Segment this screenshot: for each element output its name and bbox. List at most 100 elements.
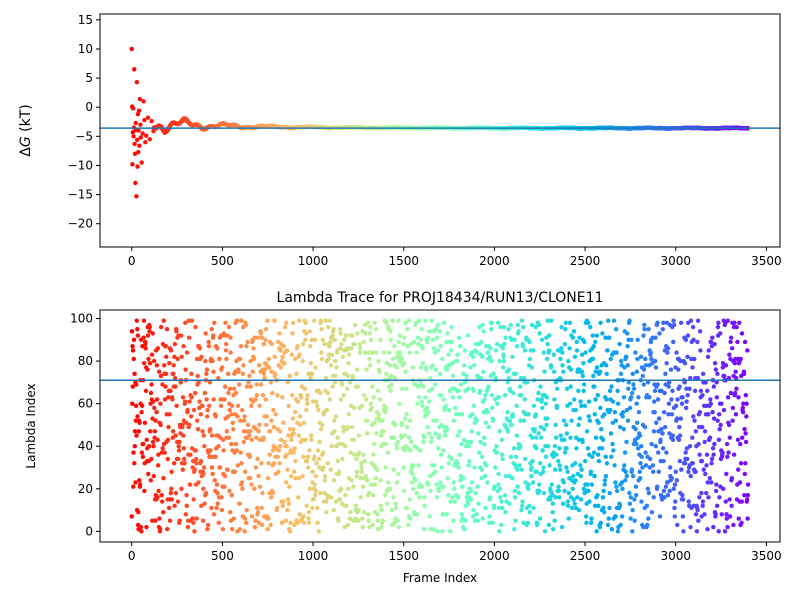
lambda-point: [711, 452, 716, 457]
lambda-point: [660, 446, 666, 451]
lambda-point: [311, 497, 316, 502]
lambda-point: [497, 429, 503, 434]
lambda-point: [297, 352, 302, 357]
lambda-point: [241, 429, 247, 434]
lambda-point: [622, 463, 627, 468]
lambda-point: [720, 365, 725, 370]
lambda-point: [197, 346, 202, 351]
lambda-point: [329, 352, 335, 357]
lambda-point: [235, 463, 241, 468]
lambda-point: [445, 426, 450, 432]
lambda-point: [446, 352, 451, 357]
lambda-point: [257, 422, 262, 428]
lambda-point: [193, 324, 198, 330]
lambda-point: [593, 339, 598, 345]
lambda-point: [688, 473, 693, 479]
lambda-point: [608, 431, 614, 436]
lambda-point: [723, 363, 729, 368]
lambda-point: [705, 388, 710, 394]
lambda-point: [600, 331, 605, 336]
lambda-point: [635, 337, 640, 342]
lambda-point: [559, 324, 564, 330]
lambda-point: [184, 350, 190, 355]
lambda-point: [567, 320, 573, 325]
delta-g-x-ticks: 0 500 1000 1500 2000 2500 3000 3500: [128, 247, 782, 268]
lambda-point: [745, 348, 750, 353]
lambda-point: [448, 529, 453, 534]
lambda-point: [208, 448, 213, 453]
lambda-point: [278, 444, 283, 449]
lambda-point: [407, 497, 412, 502]
lambda-point: [545, 416, 550, 421]
lambda-point: [621, 426, 626, 432]
lambda-point: [191, 520, 196, 526]
lambda-point: [222, 473, 228, 479]
lambda-point: [307, 448, 312, 453]
lambda-point: [675, 397, 680, 402]
lambda-point: [478, 375, 484, 381]
lambda-point: [231, 426, 236, 432]
lambda-point: [631, 386, 637, 391]
lambda-point: [519, 507, 524, 513]
lambda-point: [510, 414, 516, 419]
lambda-point: [492, 484, 497, 489]
lambda-point: [693, 512, 699, 517]
lambda-point: [383, 409, 388, 415]
lambda-point: [203, 358, 208, 364]
lambda-point: [581, 388, 586, 394]
lambda-point: [541, 490, 547, 496]
lambda-point: [680, 514, 686, 519]
lambda-point: [696, 441, 701, 447]
lambda-point: [360, 329, 365, 334]
x-tick-label: 500: [211, 254, 234, 268]
lambda-point: [211, 397, 216, 402]
lambda-point: [734, 386, 739, 391]
lambda-point: [146, 356, 151, 362]
lambda-point: [428, 488, 433, 494]
lambda-point: [350, 375, 356, 381]
lambda-point: [475, 518, 480, 523]
lambda-point: [301, 454, 306, 460]
lambda-point: [682, 461, 688, 466]
lambda-point: [667, 488, 672, 494]
lambda-point: [135, 326, 140, 332]
lambda-point: [663, 371, 668, 377]
lambda-point: [634, 369, 640, 374]
lambda-point: [495, 401, 500, 406]
lambda-point: [481, 369, 486, 374]
lambda-point: [655, 484, 660, 489]
lambda-point: [210, 433, 215, 438]
lambda-point: [229, 403, 235, 408]
lambda-point: [530, 435, 535, 440]
lambda-point: [205, 407, 210, 413]
lambda-point: [678, 416, 684, 421]
lambda-point: [283, 518, 289, 523]
lambda-point: [503, 335, 508, 340]
lambda-point: [199, 354, 204, 360]
lambda-point: [316, 529, 322, 534]
lambda-point: [440, 512, 446, 517]
lambda-point: [489, 358, 494, 364]
lambda-point: [742, 339, 748, 345]
lambda-point: [373, 475, 378, 481]
lambda-point: [395, 439, 401, 445]
lambda-point: [596, 458, 602, 464]
lambda-point: [377, 369, 382, 374]
lambda-point: [295, 520, 300, 526]
lambda-point: [471, 363, 477, 368]
lambda-point: [708, 339, 714, 345]
lambda-point: [649, 510, 655, 515]
lambda-point: [330, 333, 335, 338]
lambda-point: [697, 329, 703, 334]
lambda-point: [245, 339, 250, 345]
lambda-point: [653, 335, 658, 340]
lambda-point: [502, 492, 508, 498]
lambda-point: [194, 461, 199, 466]
lambda-point: [571, 473, 576, 479]
lambda-point: [147, 329, 152, 334]
lambda-point: [314, 403, 320, 408]
x-tick-label: 2500: [570, 549, 601, 563]
lambda-point: [585, 320, 591, 325]
delta-g-point: [149, 118, 154, 124]
lambda-point: [297, 414, 303, 419]
